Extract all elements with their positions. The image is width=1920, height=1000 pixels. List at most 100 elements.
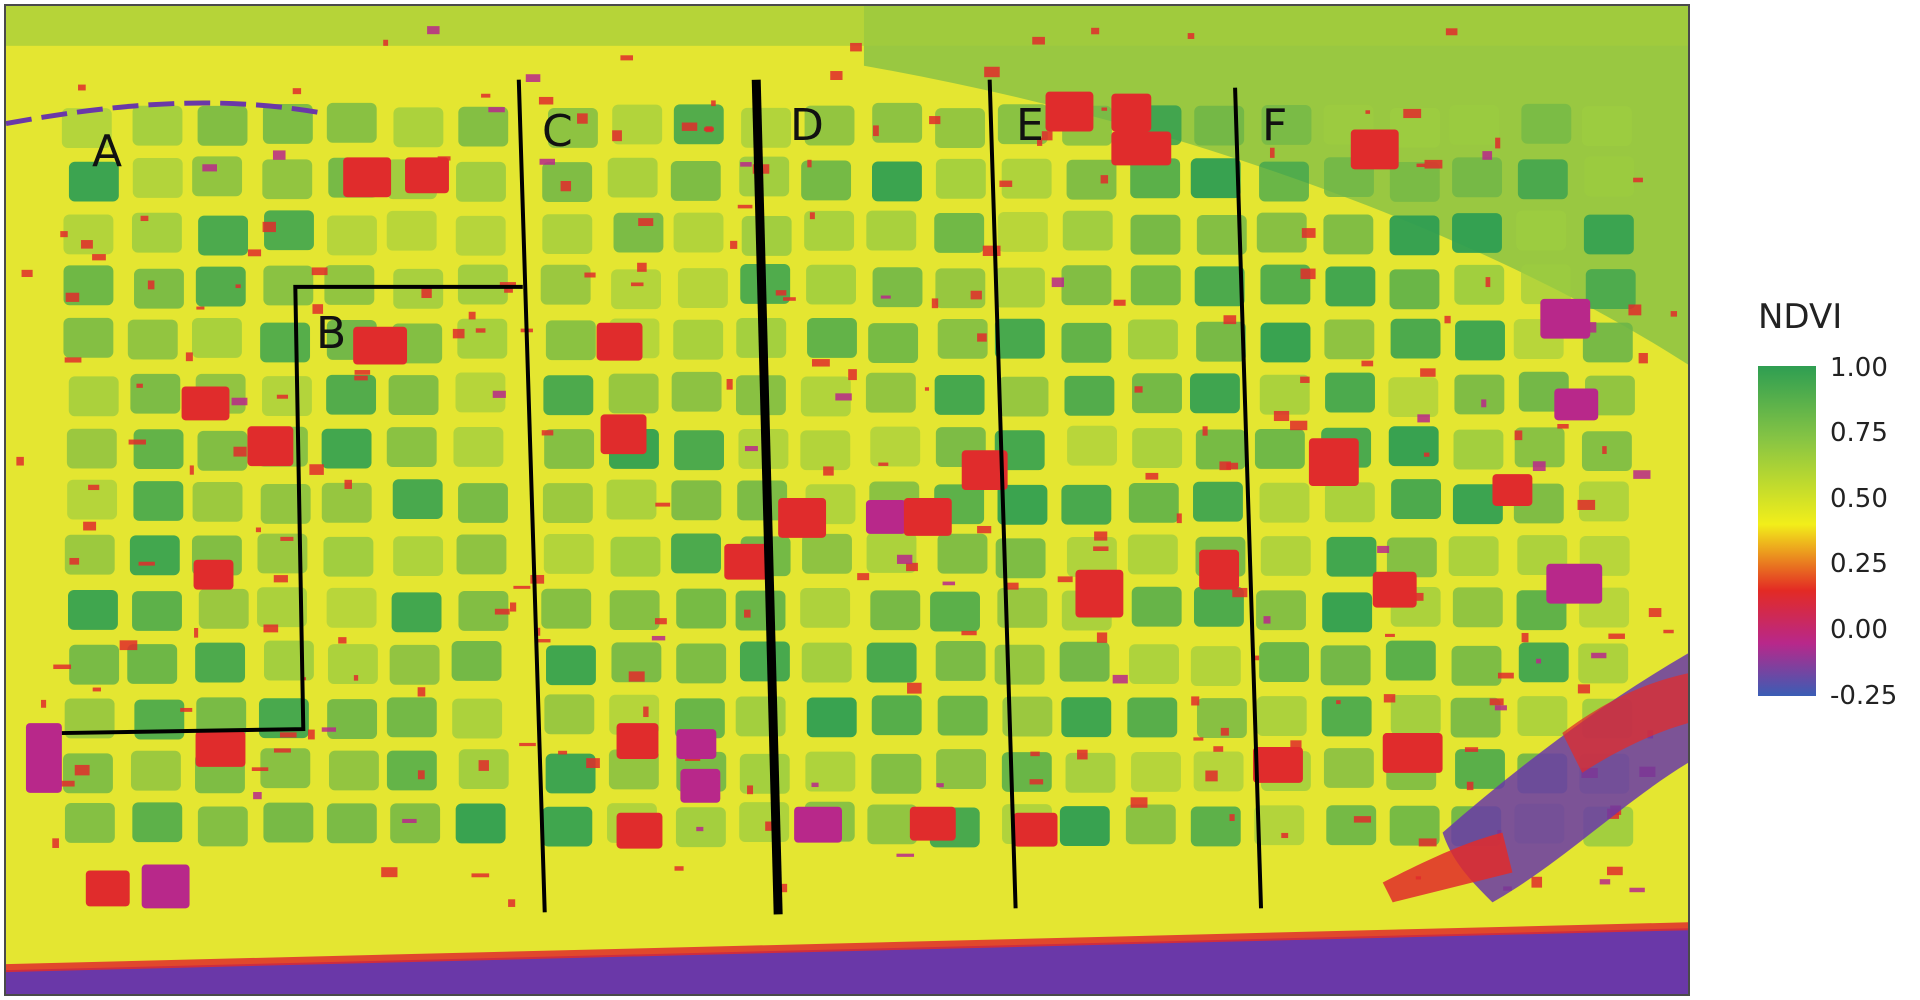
vegetation-plot (1581, 431, 1632, 472)
stress-speck (263, 624, 279, 633)
stress-speck (136, 383, 143, 388)
stress-speck (655, 502, 671, 507)
stress-speck (1232, 587, 1248, 598)
stress-speck (1096, 632, 1108, 643)
stress-speck (744, 609, 751, 618)
vegetation-plot (866, 210, 917, 251)
vegetation-plot (452, 698, 503, 739)
stress-speck (711, 100, 716, 107)
ndvi-map: A B C D E F (4, 4, 1690, 996)
stress-speck (353, 675, 359, 681)
vegetation-plot (997, 104, 1048, 145)
stress-speck (970, 290, 982, 300)
stress-speck (321, 727, 337, 732)
vegetation-plot (66, 428, 117, 469)
vegetation-plot (257, 587, 307, 628)
stress-speck (53, 664, 72, 670)
vegetation-plot (1256, 212, 1307, 253)
stress-speck (338, 637, 347, 644)
vegetation-plot (544, 429, 595, 469)
vegetation-plot (1521, 264, 1571, 305)
vegetation-plot (134, 268, 184, 309)
stress-speck (1608, 633, 1625, 639)
vegetation-plot (1389, 162, 1440, 202)
stressed-plot (1111, 93, 1152, 132)
vegetation-plot (133, 481, 184, 521)
legend-colorbar (1758, 366, 1816, 696)
stress-speck (1514, 430, 1523, 441)
vegetation-plot (670, 160, 721, 201)
vegetation-plot (1127, 697, 1178, 738)
vegetation-plot (1193, 481, 1243, 522)
stress-speck (279, 732, 297, 738)
vegetation-plot (802, 533, 852, 574)
stress-speck (427, 26, 440, 35)
vegetation-plot (457, 264, 508, 305)
zone-boundary-f (1233, 87, 1264, 909)
stress-speck (488, 107, 505, 113)
vegetation-plot (804, 210, 855, 251)
stress-speck (1134, 386, 1143, 393)
stress-speck (740, 162, 752, 167)
vegetation-plot (737, 480, 788, 521)
vegetation-plot (1256, 590, 1306, 631)
vegetation-plot (455, 372, 506, 413)
stress-speck (128, 439, 146, 445)
vegetation-plot (609, 590, 660, 631)
stress-speck (255, 527, 261, 533)
stress-speck (1599, 879, 1611, 885)
stress-speck (69, 557, 80, 565)
stress-speck (1101, 107, 1108, 111)
vegetation-plot (1061, 265, 1112, 306)
stress-speck (1077, 749, 1088, 760)
vegetation-plot (1190, 373, 1240, 414)
vegetation-plot (739, 641, 790, 682)
stress-speck (185, 352, 193, 362)
vegetation-plot (866, 642, 917, 683)
stress-speck (1213, 746, 1224, 752)
vegetation-plot (1132, 373, 1182, 414)
vegetation-plot (68, 161, 119, 202)
vegetation-plot (63, 214, 114, 255)
vegetation-plot (1256, 696, 1307, 736)
stress-speck (936, 783, 944, 788)
stress-speck (1290, 740, 1302, 751)
stress-speck (16, 456, 24, 466)
stressed-area (1382, 832, 1513, 903)
stress-speck (1130, 797, 1148, 808)
vegetation-plot (1001, 158, 1052, 199)
stress-speck (873, 125, 879, 137)
vegetation-plot (388, 375, 439, 415)
vegetation-plot (1196, 698, 1247, 739)
stress-speck (1577, 499, 1596, 510)
stress-speck (942, 581, 956, 586)
stress-speck (961, 630, 977, 636)
vegetation-plot (1321, 696, 1372, 737)
stress-speck (1187, 33, 1195, 39)
vegetation-plot (1391, 479, 1442, 519)
stress-speck (276, 394, 289, 399)
legend-tick-1: 1.00 (1830, 353, 1888, 383)
stress-speck (481, 93, 491, 98)
vegetation-plot (1130, 265, 1181, 306)
vegetation-plot (1326, 536, 1377, 577)
stress-speck (1041, 131, 1053, 141)
vegetation-plot (1190, 806, 1241, 847)
legend-tick-2: 0.75 (1830, 418, 1888, 448)
zone-label-b: B (316, 308, 347, 359)
vegetation-plot (1254, 805, 1305, 846)
vegetation-plot (1581, 106, 1632, 146)
vegetation-plot (935, 268, 986, 309)
vegetation-plot (1324, 482, 1375, 523)
vegetation-plot (64, 534, 115, 575)
stress-speck (577, 113, 588, 124)
stress-speck (1290, 420, 1308, 431)
vegetation-plot (64, 803, 115, 843)
vegetation-plot (131, 212, 182, 253)
stress-speck (705, 126, 713, 133)
stressed-plot (25, 723, 62, 793)
stress-speck (81, 240, 93, 249)
stress-speck (307, 729, 315, 740)
zone-label-f: F (1262, 100, 1288, 151)
vegetation-plot (262, 104, 313, 144)
